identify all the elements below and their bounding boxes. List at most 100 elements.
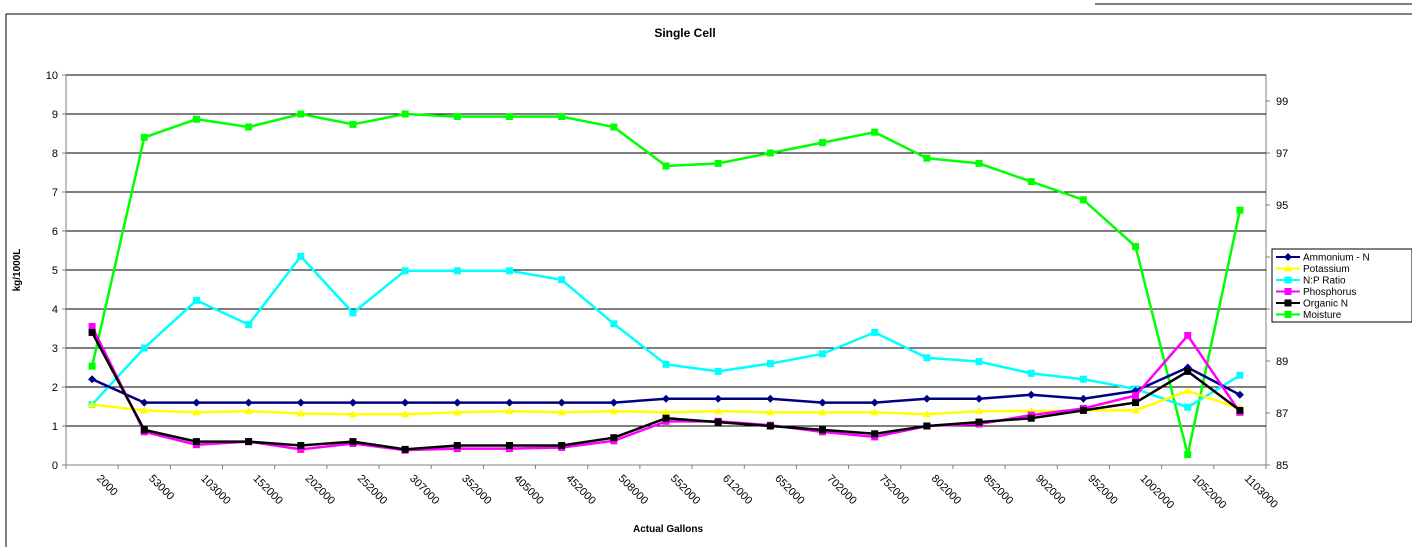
right-tick-label: 97 bbox=[1276, 148, 1288, 160]
data-point-organic-n bbox=[1079, 406, 1087, 414]
x-tick-label: 307000 bbox=[407, 473, 441, 507]
data-point-n-p-ratio bbox=[1079, 375, 1087, 383]
data-point-moisture bbox=[766, 149, 774, 157]
x-tick-label: 702000 bbox=[824, 473, 858, 507]
x-tick-label: 152000 bbox=[250, 473, 284, 507]
data-point-ammonium-n bbox=[818, 398, 827, 407]
data-point-organic-n bbox=[662, 414, 670, 422]
left-axis: 0 1 2 3 4 5 6 7 8 9 10 bbox=[46, 70, 67, 472]
data-point-phosphorus bbox=[297, 445, 305, 453]
left-tick-label: 2 bbox=[52, 382, 58, 394]
data-point-phosphorus bbox=[88, 323, 96, 331]
data-point-ammonium-n bbox=[1027, 390, 1036, 399]
series-layer bbox=[88, 110, 1244, 459]
data-point-ammonium-n bbox=[557, 398, 566, 407]
x-tick-label: 612000 bbox=[720, 473, 754, 507]
legend-box bbox=[1271, 248, 1412, 323]
data-point-n-p-ratio bbox=[1027, 369, 1035, 377]
data-point-organic-n bbox=[923, 422, 931, 430]
data-point-moisture bbox=[662, 162, 670, 170]
left-tick-label: 4 bbox=[52, 304, 58, 316]
data-point-organic-n bbox=[1132, 399, 1140, 407]
data-point-potassium bbox=[1131, 406, 1140, 414]
data-point-moisture bbox=[349, 120, 357, 128]
data-point-moisture bbox=[975, 159, 983, 167]
series-organic-n bbox=[88, 328, 1244, 453]
data-point-ammonium-n bbox=[192, 398, 201, 407]
data-point-moisture bbox=[192, 115, 200, 123]
data-point-ammonium-n bbox=[88, 375, 97, 384]
data-point-n-p-ratio bbox=[297, 252, 305, 260]
legend-item-potassium: Potassium bbox=[1276, 264, 1350, 275]
x-tick-label: 252000 bbox=[355, 473, 389, 507]
data-point-potassium bbox=[505, 407, 514, 415]
left-tick-label: 1 bbox=[52, 421, 58, 433]
legend-label: Phosphorus bbox=[1303, 287, 1356, 298]
legend-item-organic-n: Organic N bbox=[1276, 299, 1348, 310]
legend-label: Moisture bbox=[1303, 310, 1342, 321]
data-point-n-p-ratio bbox=[401, 267, 409, 275]
data-point-moisture bbox=[401, 110, 409, 118]
data-point-moisture bbox=[610, 123, 618, 131]
data-point-n-p-ratio bbox=[1236, 371, 1244, 379]
x-tick-label: 1103000 bbox=[1242, 473, 1280, 511]
data-point-moisture bbox=[1132, 243, 1140, 251]
data-point-moisture bbox=[88, 362, 96, 370]
x-axis: 2000 53000 103000 152000 202000 252000 307000 3… bbox=[65, 465, 1280, 512]
data-point-moisture bbox=[923, 154, 931, 162]
series-moisture bbox=[88, 110, 1244, 459]
data-point-ammonium-n bbox=[348, 398, 357, 407]
data-point-organic-n bbox=[975, 418, 983, 426]
data-point-ammonium-n bbox=[453, 398, 462, 407]
legend-item-ammonium-n: Ammonium - N bbox=[1276, 253, 1370, 264]
gridlines bbox=[66, 74, 1266, 427]
data-point-n-p-ratio bbox=[610, 320, 618, 328]
data-point-moisture bbox=[505, 113, 513, 121]
data-point-n-p-ratio bbox=[453, 267, 461, 275]
data-point-organic-n bbox=[714, 418, 722, 426]
data-point-potassium bbox=[609, 407, 618, 415]
data-point-potassium bbox=[348, 410, 357, 418]
data-point-n-p-ratio bbox=[505, 267, 513, 275]
x-tick-label: 752000 bbox=[877, 473, 911, 507]
data-point-organic-n bbox=[505, 442, 513, 449]
legend-item-n-p-ratio: N:P Ratio bbox=[1276, 276, 1346, 287]
series-ammonium-n bbox=[88, 363, 1244, 407]
data-point-potassium bbox=[766, 408, 775, 416]
data-point-potassium bbox=[870, 408, 879, 416]
x-tick-label: 452000 bbox=[564, 473, 598, 507]
data-point-organic-n bbox=[245, 438, 253, 446]
data-point-moisture bbox=[1184, 451, 1192, 459]
data-point-ammonium-n bbox=[714, 394, 723, 403]
data-point-n-p-ratio bbox=[192, 296, 200, 304]
chart-title: Single Cell bbox=[654, 26, 715, 40]
data-point-ammonium-n bbox=[922, 394, 931, 403]
left-tick-label: 0 bbox=[52, 460, 58, 472]
left-tick-label: 7 bbox=[52, 187, 58, 199]
data-point-potassium bbox=[975, 407, 984, 415]
left-tick-label: 9 bbox=[52, 109, 58, 121]
data-point-potassium bbox=[244, 407, 253, 415]
x-tick-label: 1052000 bbox=[1190, 473, 1229, 512]
data-point-potassium bbox=[557, 408, 566, 416]
x-tick-label: 202000 bbox=[303, 473, 337, 507]
x-tick-label: 1002000 bbox=[1137, 473, 1176, 512]
legend-swatch-marker bbox=[1284, 299, 1292, 307]
data-point-n-p-ratio bbox=[766, 360, 774, 368]
data-point-ammonium-n bbox=[140, 398, 149, 407]
data-point-n-p-ratio bbox=[923, 354, 931, 362]
right-tick-label: 87 bbox=[1276, 408, 1288, 420]
x-tick-label: 405000 bbox=[511, 473, 545, 507]
data-point-phosphorus bbox=[1184, 332, 1192, 340]
data-point-ammonium-n bbox=[401, 398, 410, 407]
left-tick-label: 3 bbox=[52, 343, 58, 355]
data-point-n-p-ratio bbox=[662, 360, 670, 368]
data-point-organic-n bbox=[140, 426, 148, 434]
legend-item-phosphorus: Phosphorus bbox=[1276, 287, 1356, 298]
legend-swatch-marker bbox=[1284, 311, 1292, 318]
data-point-phosphorus bbox=[1132, 392, 1140, 400]
data-point-n-p-ratio bbox=[349, 309, 357, 317]
data-point-ammonium-n bbox=[296, 398, 305, 407]
x-tick-label: 352000 bbox=[459, 473, 493, 507]
